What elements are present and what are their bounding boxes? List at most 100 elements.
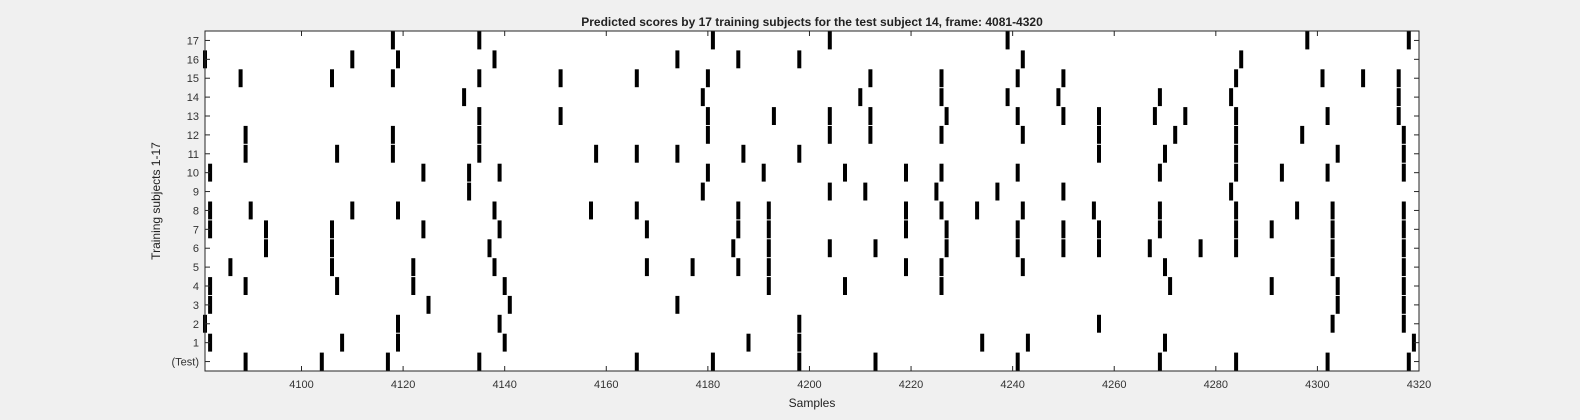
event-mark xyxy=(1015,352,1020,371)
event-mark xyxy=(975,201,980,220)
y-tick-label: 3 xyxy=(193,300,199,312)
event-mark xyxy=(1401,239,1406,258)
event-mark xyxy=(350,50,355,69)
x-tick-label: 4160 xyxy=(594,379,618,391)
event-mark xyxy=(736,220,741,239)
event-mark xyxy=(1020,125,1025,144)
y-axis-label: Training subjects 1-17 xyxy=(149,142,163,260)
event-mark xyxy=(797,314,802,333)
event-mark xyxy=(939,258,944,277)
event-mark xyxy=(396,333,400,352)
event-mark xyxy=(766,220,771,239)
event-mark xyxy=(904,220,908,239)
event-mark xyxy=(858,88,863,107)
y-tick-label: 11 xyxy=(188,149,199,161)
event-mark xyxy=(868,69,873,88)
event-mark xyxy=(980,333,985,352)
event-mark xyxy=(492,258,497,277)
event-mark xyxy=(827,31,832,50)
event-mark xyxy=(1157,163,1162,182)
event-mark xyxy=(1406,352,1411,371)
event-mark xyxy=(731,239,736,258)
y-tick-label: 13 xyxy=(187,111,199,123)
event-mark xyxy=(797,50,802,69)
event-mark xyxy=(939,201,944,220)
event-mark xyxy=(1229,182,1234,201)
event-mark xyxy=(421,163,426,182)
event-mark xyxy=(264,239,268,258)
event-marks xyxy=(203,31,1416,371)
event-mark xyxy=(1320,69,1325,88)
event-mark xyxy=(1163,144,1167,163)
event-mark xyxy=(1279,163,1284,182)
y-tick-label: 5 xyxy=(193,262,199,274)
event-mark xyxy=(1335,144,1340,163)
event-mark xyxy=(761,163,766,182)
event-mark xyxy=(594,144,599,163)
event-mark xyxy=(477,107,482,125)
event-mark xyxy=(710,352,715,371)
event-mark xyxy=(1295,201,1300,220)
event-mark xyxy=(1401,258,1406,277)
event-mark xyxy=(238,69,243,88)
event-mark xyxy=(904,163,908,182)
event-mark xyxy=(873,352,878,371)
event-mark xyxy=(736,258,741,277)
event-mark xyxy=(1396,88,1401,107)
x-axis-label: Samples xyxy=(789,396,836,410)
event-mark xyxy=(558,107,563,125)
event-mark xyxy=(1234,239,1239,258)
event-mark xyxy=(208,295,213,314)
event-mark xyxy=(426,295,431,314)
event-mark xyxy=(1406,31,1411,50)
event-mark xyxy=(335,277,340,295)
x-tick-label: 4320 xyxy=(1407,379,1431,391)
event-mark xyxy=(634,352,639,371)
event-mark xyxy=(243,144,248,163)
event-mark xyxy=(944,107,949,125)
event-mark xyxy=(675,144,680,163)
event-mark xyxy=(1097,220,1101,239)
y-tick-label: 14 xyxy=(187,92,199,104)
event-mark xyxy=(873,239,878,258)
plot-border xyxy=(204,30,1420,372)
event-mark xyxy=(385,352,390,371)
event-mark xyxy=(1269,277,1274,295)
event-mark xyxy=(1234,163,1239,182)
event-mark xyxy=(411,277,416,295)
event-mark xyxy=(771,107,776,125)
event-mark xyxy=(690,258,695,277)
event-mark xyxy=(634,201,639,220)
y-tick-label: 1 xyxy=(193,338,199,350)
event-mark xyxy=(736,50,741,69)
event-mark xyxy=(502,333,507,352)
event-mark xyxy=(1396,107,1401,125)
event-mark xyxy=(1330,201,1335,220)
event-mark xyxy=(710,31,715,50)
event-mark xyxy=(390,125,395,144)
event-mark xyxy=(335,144,340,163)
event-mark xyxy=(827,125,832,144)
event-mark xyxy=(243,277,248,295)
y-tick-label: 2 xyxy=(193,319,199,331)
event-mark xyxy=(497,220,502,239)
event-mark xyxy=(904,201,908,220)
event-mark xyxy=(1361,69,1366,88)
event-mark xyxy=(243,125,248,144)
event-mark xyxy=(467,182,472,201)
event-mark xyxy=(208,333,213,352)
event-mark xyxy=(705,107,710,125)
event-mark xyxy=(1005,31,1010,50)
event-mark xyxy=(863,182,868,201)
event-mark xyxy=(1401,220,1406,239)
event-mark xyxy=(1157,220,1162,239)
event-mark xyxy=(462,88,467,107)
event-mark xyxy=(700,88,705,107)
event-mark xyxy=(1234,144,1239,163)
event-mark xyxy=(939,163,944,182)
x-tick-label: 4120 xyxy=(391,379,415,391)
event-mark xyxy=(644,258,649,277)
event-mark xyxy=(1097,107,1101,125)
event-mark xyxy=(492,50,497,69)
